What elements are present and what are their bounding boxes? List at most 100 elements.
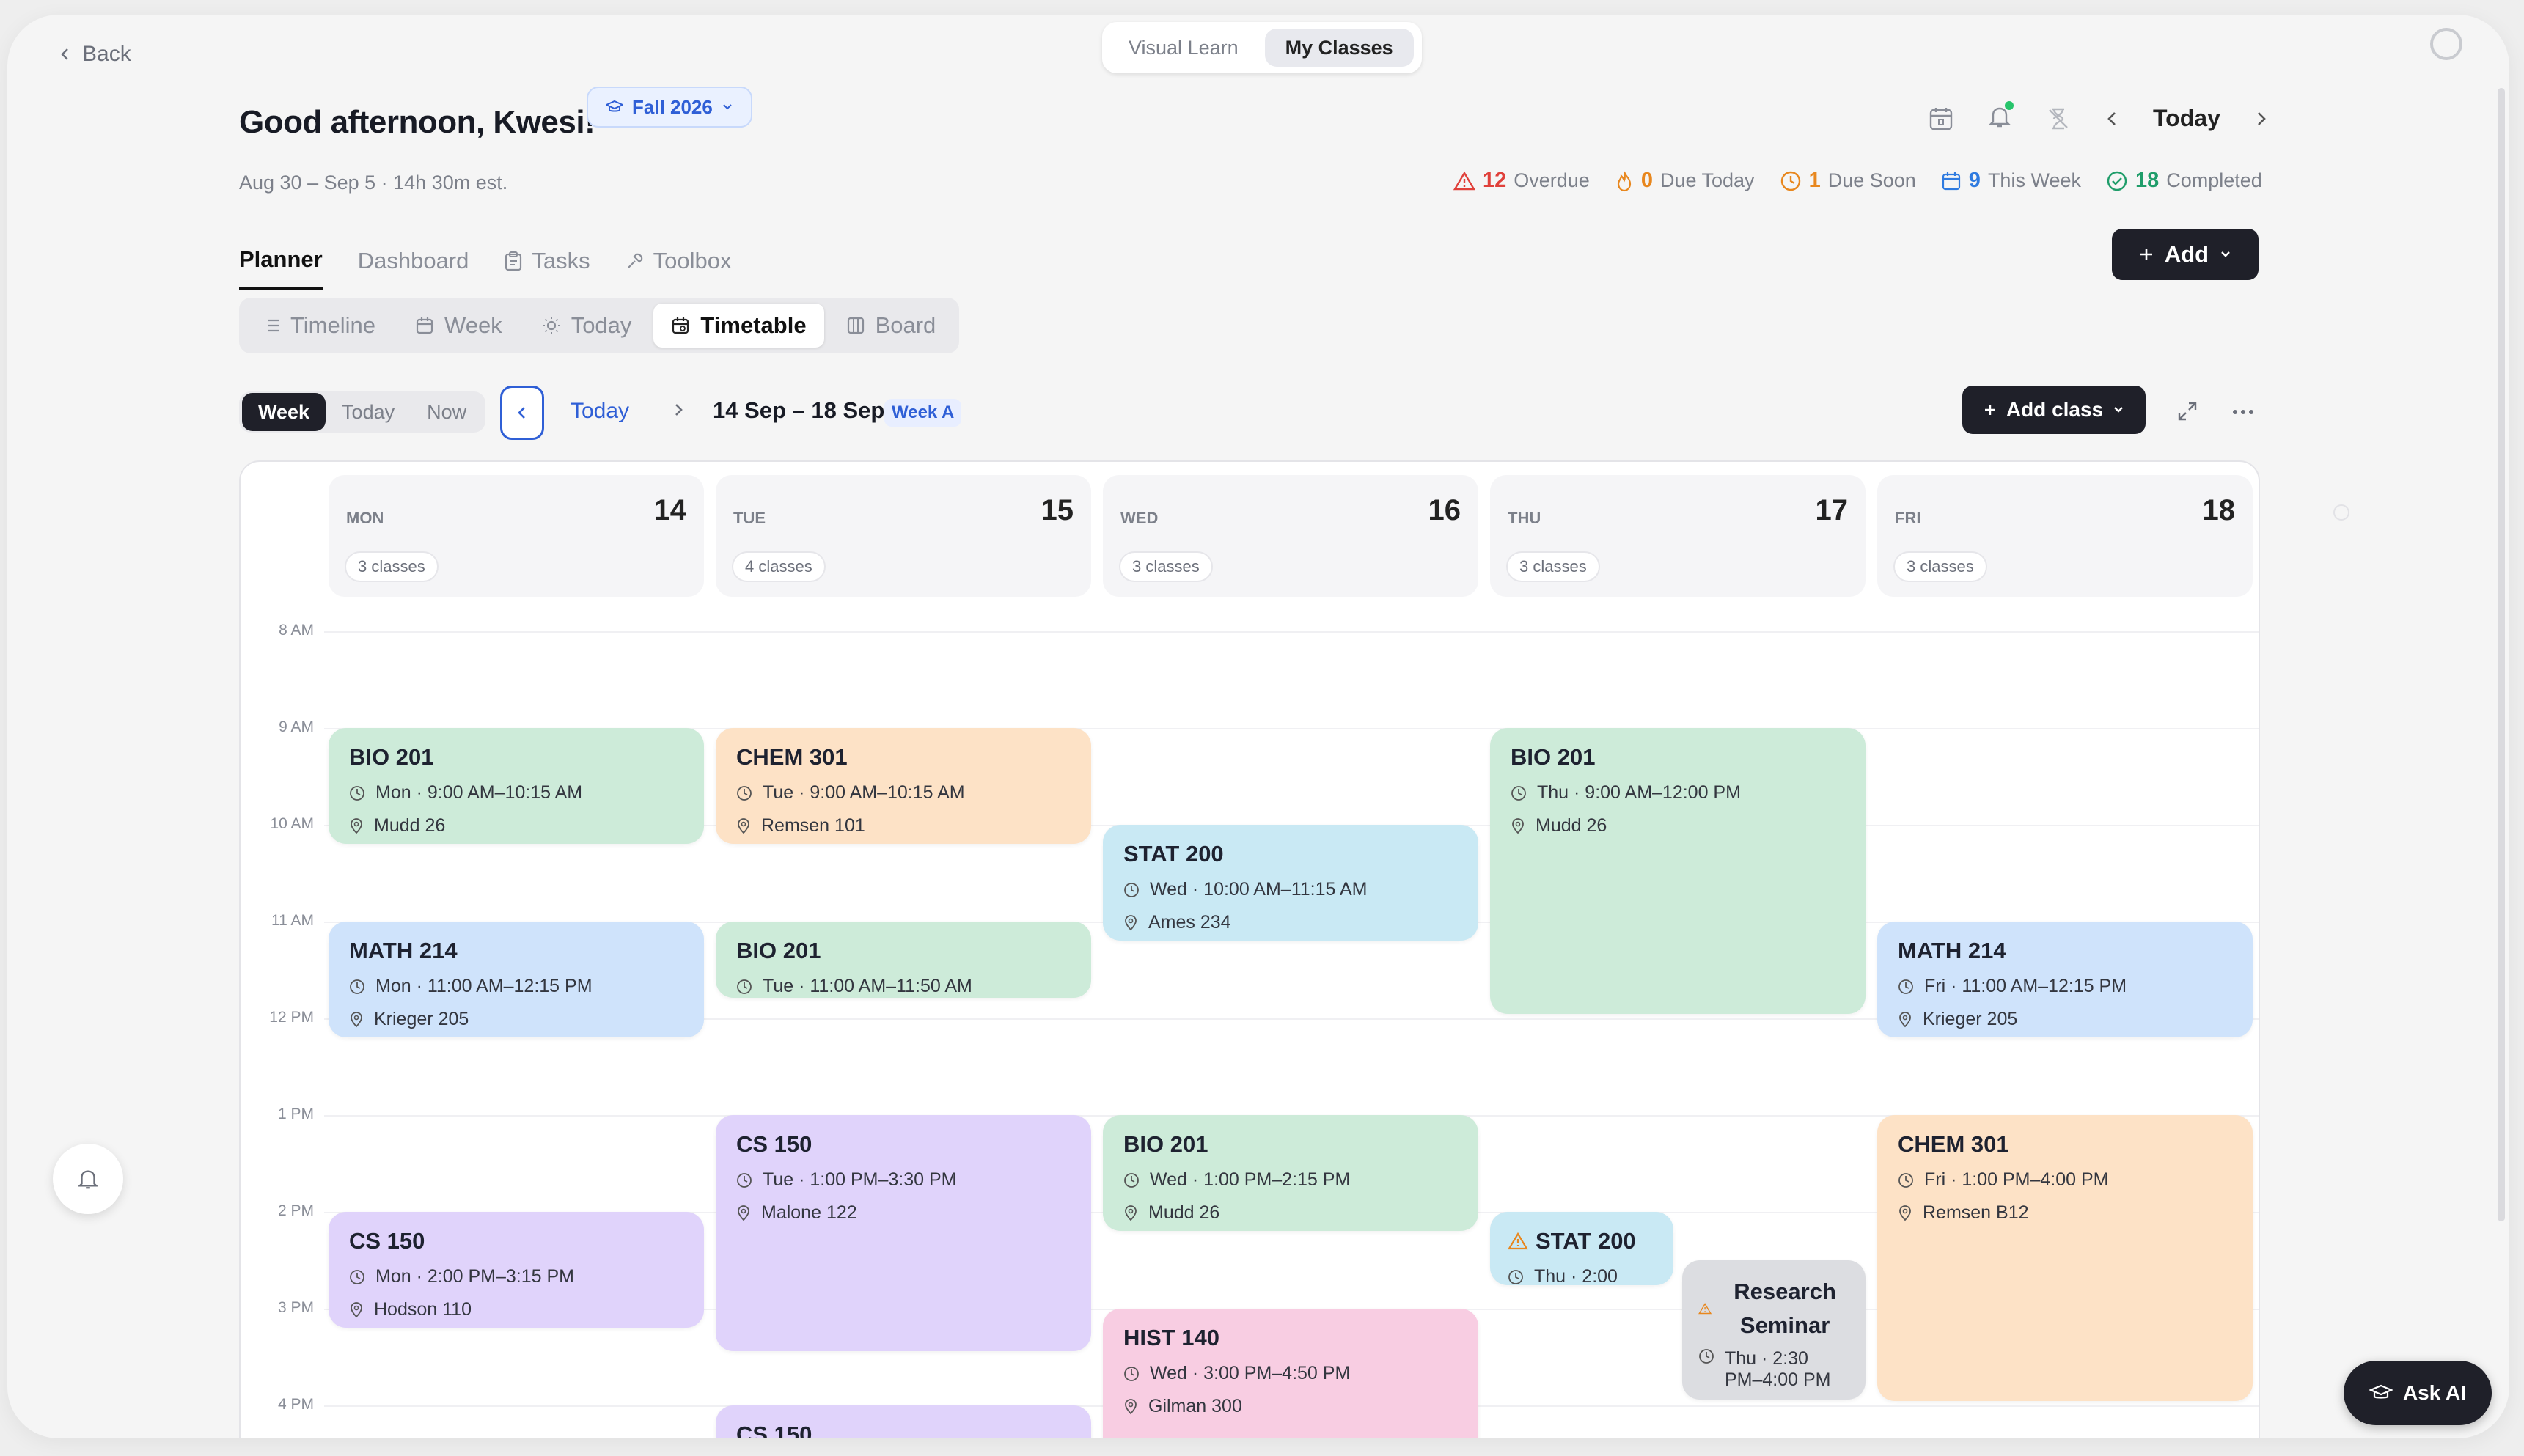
chevron-left-icon[interactable] xyxy=(2105,110,2119,128)
class-block[interactable]: STAT 200 Wed · 10:00 AM–11:15 AM Ames 23… xyxy=(1103,825,1478,941)
warning-icon xyxy=(1508,1232,1528,1250)
sun-icon xyxy=(542,317,560,334)
today-button[interactable]: Today xyxy=(2153,105,2220,131)
location-pin-icon xyxy=(351,1301,362,1317)
class-block[interactable]: CS 150 Mon · 2:00 PM–3:15 PM Hodson 110 xyxy=(329,1212,704,1328)
day-number: 17 xyxy=(1815,494,1849,526)
stat-this-week[interactable]: 9 This Week xyxy=(1941,169,2081,193)
class-block[interactable]: MATH 214 Mon · 11:00 AM–12:15 PM Krieger… xyxy=(329,922,704,1037)
class-title: BIO 201 xyxy=(736,938,821,963)
location-pin-icon xyxy=(1125,1398,1137,1414)
location-pin-icon xyxy=(1125,914,1137,930)
class-block[interactable]: Research Seminar Thu · 2:30 PM–4:00 PM xyxy=(1682,1260,1866,1400)
reminders-button[interactable] xyxy=(53,1144,123,1214)
class-block[interactable]: BIO 201 Mon · 9:00 AM–10:15 AM Mudd 26 xyxy=(329,728,704,844)
tab-dashboard[interactable]: Dashboard xyxy=(358,248,469,289)
term-label: Fall 2026 xyxy=(632,95,713,118)
class-title: STAT 200 xyxy=(1123,841,1224,867)
view-timeline[interactable]: Timeline xyxy=(245,304,393,348)
ask-ai-button[interactable]: Ask AI xyxy=(2344,1361,2492,1425)
location-pin-icon xyxy=(1125,1205,1137,1221)
class-title: STAT 200 xyxy=(1536,1228,1636,1254)
class-location: Krieger 205 xyxy=(1923,1009,2018,1029)
next-week-button[interactable] xyxy=(672,402,685,422)
term-selector[interactable]: Fall 2026 xyxy=(587,87,752,128)
jump-today-link[interactable]: Today xyxy=(571,399,630,423)
stat-completed[interactable]: 18 Completed xyxy=(2106,169,2262,193)
class-block[interactable]: CHEM 301 Tue · 9:00 AM–10:15 AM Remsen 1… xyxy=(716,728,1091,844)
stat-overdue[interactable]: 12 Overdue xyxy=(1453,169,1590,193)
day-name: MON xyxy=(346,509,384,527)
more-horizontal-icon xyxy=(2233,410,2253,414)
profile-icon[interactable] xyxy=(2430,28,2462,60)
expand-icon xyxy=(2178,402,2197,421)
back-button[interactable]: Back xyxy=(59,42,131,67)
class-time: Mon · 9:00 AM–10:15 AM xyxy=(375,782,583,803)
view-today[interactable]: Today xyxy=(524,304,650,348)
class-title: BIO 201 xyxy=(349,744,434,770)
class-block[interactable]: STAT 200 Thu · 2:00 xyxy=(1490,1212,1673,1285)
stat-due-soon[interactable]: 1 Due Soon xyxy=(1780,169,1916,193)
stat-label: Due Soon xyxy=(1827,169,1916,191)
class-location: Hodson 110 xyxy=(374,1299,472,1320)
class-block[interactable]: BIO 201 Thu · 9:00 AM–12:00 PM Mudd 26 xyxy=(1490,728,1866,1014)
chevron-left-icon xyxy=(61,48,68,60)
add-class-label: Add class xyxy=(2006,398,2104,421)
location-pin-icon xyxy=(1512,817,1524,834)
class-block[interactable]: MATH 214 Fri · 11:00 AM–12:15 PM Krieger… xyxy=(1877,922,2253,1037)
class-time: Mon · 11:00 AM–12:15 PM xyxy=(375,976,593,996)
stat-label: This Week xyxy=(1987,169,2081,191)
add-class-button[interactable]: Add class xyxy=(1962,386,2146,434)
stat-label: Overdue xyxy=(1514,169,1590,191)
class-time: Tue · 11:00 AM–11:50 AM xyxy=(763,976,972,996)
mode-today[interactable]: Today xyxy=(342,400,395,423)
view-week[interactable]: Week xyxy=(397,304,520,348)
class-block[interactable]: CHEM 301 Fri · 1:00 PM–4:00 PM Remsen B1… xyxy=(1877,1115,2253,1401)
bell-icon xyxy=(1989,107,2011,128)
class-block[interactable]: CS 150 Tue · 1:00 PM–3:30 PM Malone 122 xyxy=(716,1115,1091,1351)
indicator-dot xyxy=(2333,504,2349,521)
tab-toolbox[interactable]: Toolbox xyxy=(626,248,731,289)
class-block[interactable]: BIO 201 Wed · 1:00 PM–2:15 PM Mudd 26 xyxy=(1103,1115,1478,1231)
prev-week-button[interactable] xyxy=(500,386,544,440)
range-mode-switch: Week Today Now xyxy=(239,391,486,433)
main-tabs: Planner Dashboard Tasks Toolbox xyxy=(239,246,731,290)
clock-icon xyxy=(1511,785,1526,801)
tab-tasks[interactable]: Tasks xyxy=(504,248,590,289)
switch-my-classes[interactable]: My Classes xyxy=(1264,29,1414,67)
chevron-down-icon xyxy=(2114,407,2123,413)
expand-button[interactable] xyxy=(2176,400,2198,426)
hour-label: 12 PM xyxy=(269,1009,314,1026)
clock-icon xyxy=(1508,1269,1523,1284)
mode-week[interactable]: Week xyxy=(242,393,326,431)
hourglass-off-icon[interactable] xyxy=(2046,106,2071,131)
view-timetable[interactable]: Timetable xyxy=(653,304,824,348)
mode-now[interactable]: Now xyxy=(427,400,467,423)
warning-icon xyxy=(1698,1303,1712,1315)
stat-due-today[interactable]: 0 Due Today xyxy=(1615,169,1755,193)
class-block[interactable]: CS 150 xyxy=(716,1405,1091,1438)
class-time: Wed · 10:00 AM–11:15 AM xyxy=(1150,879,1368,900)
plus-icon xyxy=(2140,249,2152,260)
switch-visual-learn[interactable]: Visual Learn xyxy=(1129,36,1239,59)
day-header-fri: FRI 18 3 classes xyxy=(1877,475,2253,597)
view-board[interactable]: Board xyxy=(829,304,954,348)
chevron-right-icon[interactable] xyxy=(2254,110,2269,128)
hour-label: 9 AM xyxy=(279,718,314,735)
day-name: THU xyxy=(1508,509,1541,527)
scrollbar[interactable] xyxy=(2498,88,2505,1221)
tab-planner[interactable]: Planner xyxy=(239,246,323,290)
stat-value: 0 xyxy=(1640,169,1653,192)
add-button[interactable]: Add xyxy=(2112,229,2259,280)
stat-label: Completed xyxy=(2166,169,2262,191)
calendar-icon[interactable] xyxy=(1929,106,1953,131)
week-badge: Week A xyxy=(884,399,962,427)
hour-label: 1 PM xyxy=(277,1106,314,1122)
class-count: 3 classes xyxy=(1119,551,1213,582)
day-number: 16 xyxy=(1428,494,1461,526)
class-block[interactable]: BIO 201 Tue · 11:00 AM–11:50 AM xyxy=(716,922,1091,998)
notifications-button[interactable] xyxy=(1987,101,2014,133)
clock-icon xyxy=(737,979,752,994)
class-block[interactable]: HIST 140 Wed · 3:00 PM–4:50 PM Gilman 30… xyxy=(1103,1309,1478,1438)
more-button[interactable] xyxy=(2232,406,2254,419)
